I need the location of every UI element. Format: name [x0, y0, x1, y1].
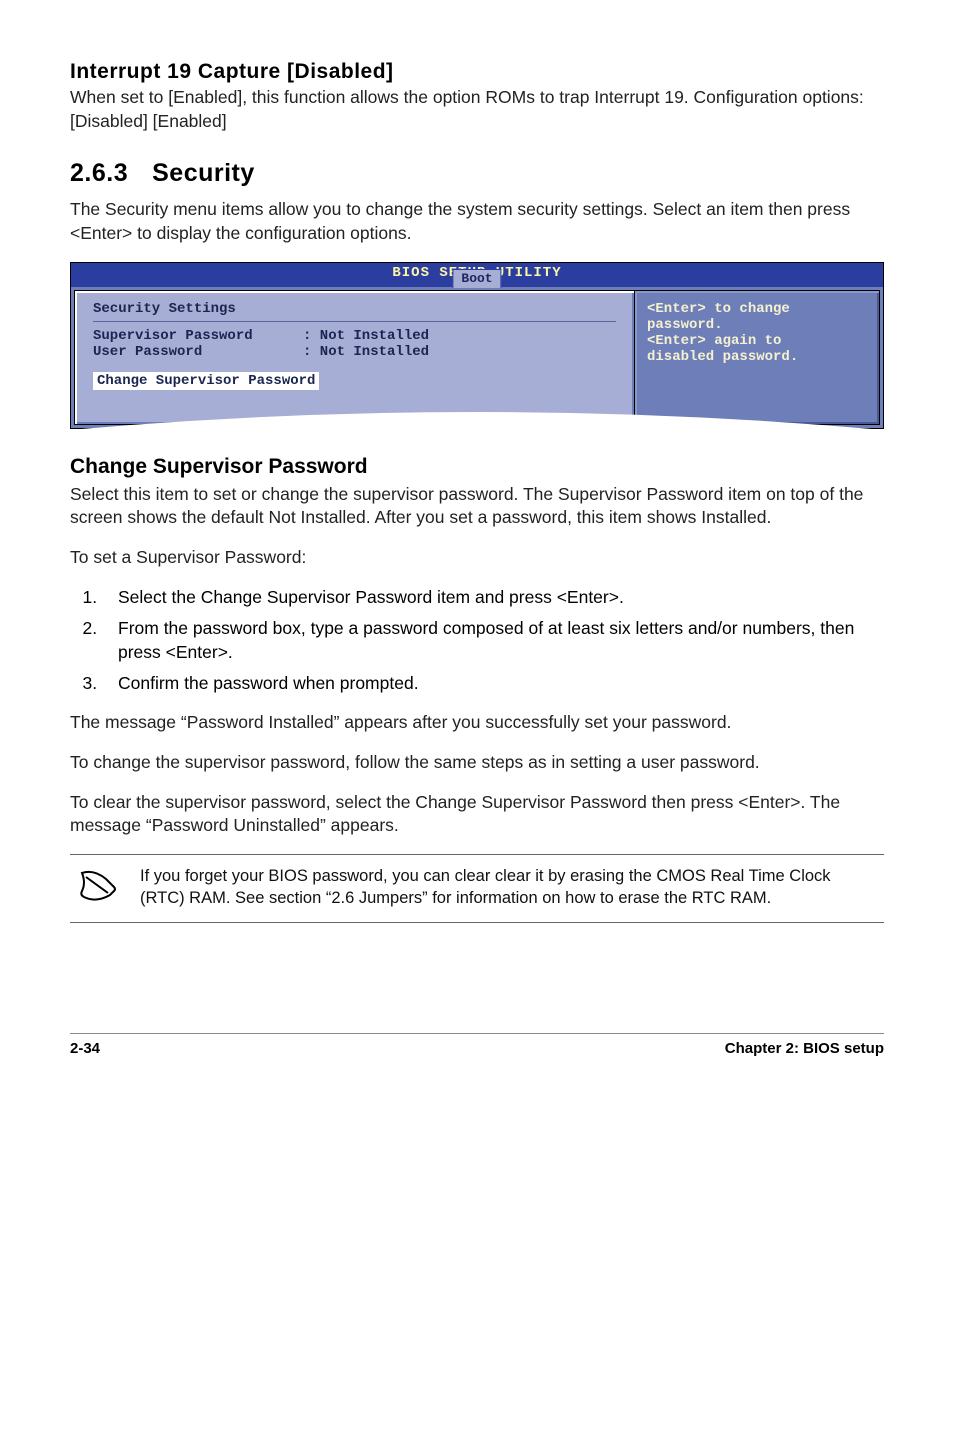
- bios-selected-item: Change Supervisor Password: [93, 372, 319, 390]
- page-footer: 2-34 Chapter 2: BIOS setup: [70, 1033, 884, 1057]
- heading-change-supervisor: Change Supervisor Password: [70, 455, 884, 479]
- bios-help-line: password.: [647, 317, 867, 333]
- bios-security-settings-label: Security Settings: [93, 301, 616, 317]
- bios-help-line: <Enter> to change: [647, 301, 867, 317]
- section-title: Security: [152, 159, 255, 187]
- step-item: Select the Change Supervisor Password it…: [102, 585, 884, 610]
- bios-help-panel: <Enter> to change password. <Enter> agai…: [635, 290, 880, 425]
- paragraph-csp-4: To change the supervisor password, follo…: [70, 751, 884, 775]
- bios-supervisor-value: : Not Installed: [303, 328, 429, 344]
- bios-titlebar: BIOS SETUP UTILITY Boot: [71, 263, 883, 287]
- paragraph-security-intro: The Security menu items allow you to cha…: [70, 198, 884, 245]
- bios-user-label: User Password: [93, 344, 303, 360]
- bios-tab-boot: Boot: [452, 269, 501, 288]
- bios-row-supervisor: Supervisor Password : Not Installed: [93, 328, 616, 344]
- bios-row-user: User Password : Not Installed: [93, 344, 616, 360]
- bios-help-line: disabled password.: [647, 349, 867, 365]
- footer-page-number: 2-34: [70, 1040, 100, 1057]
- paragraph-interrupt19: When set to [Enabled], this function all…: [70, 86, 884, 133]
- section-number: 2.6.3: [70, 159, 128, 187]
- step-item: From the password box, type a password c…: [102, 616, 884, 665]
- heading-interrupt19: Interrupt 19 Capture [Disabled]: [70, 60, 884, 84]
- note-block: If you forget your BIOS password, you ca…: [70, 854, 884, 923]
- footer-chapter: Chapter 2: BIOS setup: [725, 1040, 884, 1057]
- note-text: If you forget your BIOS password, you ca…: [140, 865, 878, 910]
- paragraph-csp-1: Select this item to set or change the su…: [70, 483, 884, 530]
- bios-screenshot: BIOS SETUP UTILITY Boot Security Setting…: [70, 262, 884, 429]
- bios-supervisor-label: Supervisor Password: [93, 328, 303, 344]
- paragraph-csp-5: To clear the supervisor password, select…: [70, 791, 884, 838]
- bios-user-value: : Not Installed: [303, 344, 429, 360]
- note-pencil-icon: [76, 865, 140, 912]
- heading-security: 2.6.3 Security: [70, 159, 884, 188]
- steps-list: Select the Change Supervisor Password it…: [70, 585, 884, 695]
- paragraph-csp-2: To set a Supervisor Password:: [70, 546, 884, 570]
- paragraph-csp-3: The message “Password Installed” appears…: [70, 711, 884, 735]
- bios-help-line: <Enter> again to: [647, 333, 867, 349]
- step-item: Confirm the password when prompted.: [102, 671, 884, 696]
- bios-left-panel: Security Settings Supervisor Password : …: [74, 290, 635, 425]
